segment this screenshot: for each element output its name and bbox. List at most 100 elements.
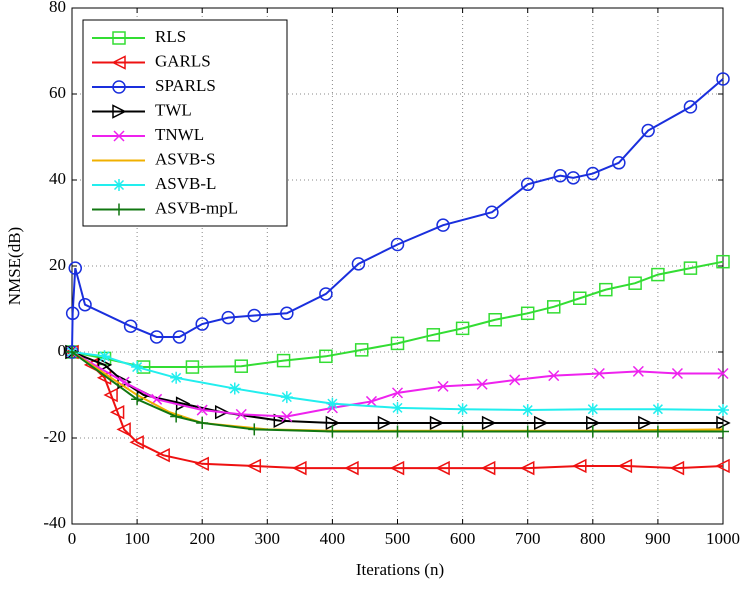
marker xyxy=(476,378,488,390)
marker xyxy=(683,100,698,114)
x-tick-label: 200 xyxy=(189,529,215,548)
x-tick-label: 800 xyxy=(580,529,606,548)
y-tick-label: 0 xyxy=(58,341,67,360)
marker xyxy=(480,460,496,476)
marker xyxy=(365,395,377,407)
y-tick-label: 60 xyxy=(49,83,66,102)
marker xyxy=(632,365,644,377)
y-tick-label: -40 xyxy=(43,513,66,532)
marker xyxy=(717,425,729,438)
marker xyxy=(194,456,209,472)
marker xyxy=(572,458,587,474)
marker xyxy=(546,300,561,314)
marker xyxy=(116,422,131,437)
marker xyxy=(112,80,126,94)
marker xyxy=(436,218,450,232)
marker xyxy=(228,382,241,395)
marker xyxy=(548,370,560,382)
marker xyxy=(149,330,164,344)
marker xyxy=(113,179,125,191)
marker xyxy=(66,346,78,358)
marker xyxy=(113,203,125,216)
marker xyxy=(437,380,449,392)
marker xyxy=(109,404,125,420)
marker xyxy=(129,435,144,450)
marker xyxy=(488,313,502,327)
marker xyxy=(246,458,262,474)
marker xyxy=(172,330,187,344)
marker xyxy=(717,367,729,380)
marker xyxy=(113,130,125,142)
marker xyxy=(521,425,534,438)
marker xyxy=(520,177,535,192)
marker xyxy=(247,308,262,323)
marker xyxy=(389,460,405,476)
marker xyxy=(351,257,366,271)
marker xyxy=(456,403,469,416)
x-tick-label: 300 xyxy=(255,529,281,548)
y-tick-label: 40 xyxy=(49,169,66,188)
marker xyxy=(195,317,209,331)
legend-label: TNWL xyxy=(155,125,204,144)
marker xyxy=(481,415,497,431)
marker xyxy=(651,267,665,282)
marker xyxy=(669,460,685,476)
marker xyxy=(391,401,404,414)
marker xyxy=(628,276,642,290)
x-tick-label: 600 xyxy=(450,529,476,548)
marker xyxy=(326,397,339,410)
marker xyxy=(599,282,613,297)
marker xyxy=(429,415,445,431)
marker xyxy=(131,361,144,374)
marker xyxy=(426,328,441,342)
marker xyxy=(185,360,200,374)
marker xyxy=(221,310,235,325)
legend-label: TWL xyxy=(155,100,192,119)
marker xyxy=(68,261,83,275)
line xyxy=(71,351,723,433)
marker xyxy=(326,425,339,438)
marker xyxy=(612,156,626,170)
marker xyxy=(641,123,655,138)
marker xyxy=(435,460,450,476)
marker xyxy=(111,55,126,70)
marker xyxy=(98,350,111,363)
marker xyxy=(131,393,144,406)
marker xyxy=(638,415,653,431)
marker xyxy=(586,166,600,181)
marker xyxy=(390,336,405,351)
marker xyxy=(112,104,127,119)
marker xyxy=(485,205,499,219)
legend-label: RLS xyxy=(155,27,186,46)
marker xyxy=(715,458,730,474)
marker xyxy=(586,425,599,438)
marker xyxy=(196,404,208,416)
marker xyxy=(170,371,183,384)
marker xyxy=(112,31,126,45)
marker xyxy=(344,460,359,476)
marker xyxy=(533,415,549,431)
marker xyxy=(593,367,605,380)
marker xyxy=(292,460,307,476)
marker xyxy=(276,353,291,368)
legend-label: ASVB-S xyxy=(155,149,215,168)
marker xyxy=(651,425,664,438)
x-axis-label: Iterations (n) xyxy=(356,560,444,579)
legend-label: GARLS xyxy=(155,51,211,70)
marker xyxy=(509,374,521,386)
marker xyxy=(520,460,535,476)
y-tick-label: 20 xyxy=(49,255,66,274)
y-axis-label: NMSE(dB) xyxy=(5,227,24,305)
marker xyxy=(123,319,138,333)
legend-label: ASVB-mpL xyxy=(155,198,238,217)
marker xyxy=(196,416,209,429)
y-tick-label: -20 xyxy=(43,427,66,446)
line xyxy=(71,260,724,369)
marker xyxy=(280,391,293,404)
legend-label: ASVB-L xyxy=(155,174,216,193)
x-tick-label: 500 xyxy=(385,529,411,548)
x-tick-label: 900 xyxy=(645,529,671,548)
y-tick-label: 80 xyxy=(49,0,66,16)
line xyxy=(71,351,724,432)
